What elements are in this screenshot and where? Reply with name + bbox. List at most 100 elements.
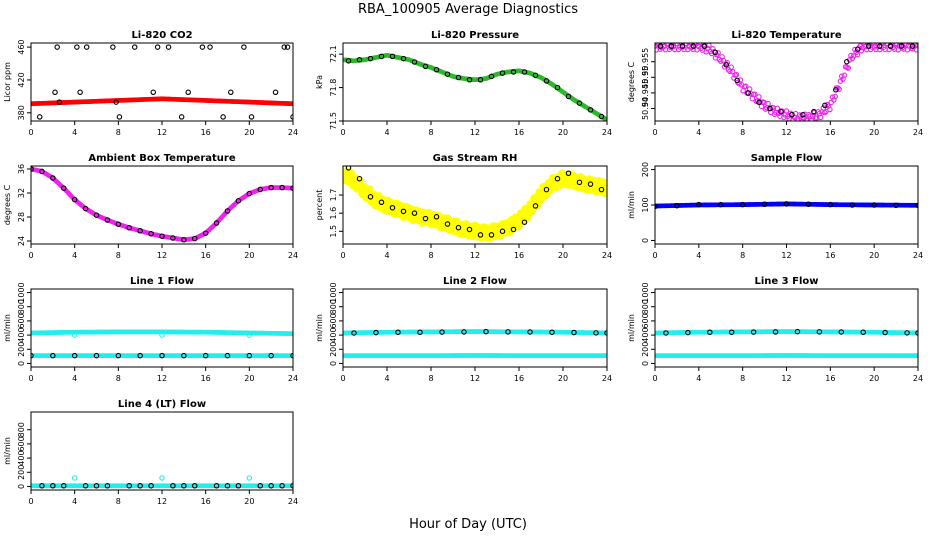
data-point — [604, 353, 607, 359]
x-tick-label: 24 — [288, 497, 298, 506]
x-tick-label: 0 — [652, 251, 657, 260]
series-cyan — [343, 353, 607, 359]
plot-area — [31, 475, 293, 489]
data-point — [400, 208, 407, 215]
data-point — [783, 108, 790, 114]
chart-title: Li-820 Pressure — [431, 30, 519, 41]
data-point — [811, 108, 817, 115]
x-tick-label: 8 — [116, 128, 121, 137]
series-red — [31, 96, 293, 107]
data-point — [909, 43, 916, 49]
series-black — [36, 44, 293, 120]
data-point — [455, 224, 462, 231]
data-point — [877, 46, 883, 53]
y-tick-label: 200 — [17, 342, 26, 357]
data-point — [833, 87, 839, 93]
data-point — [411, 210, 418, 216]
y-axis-label: kPa — [315, 75, 324, 89]
data-point — [56, 99, 63, 105]
data-point — [71, 196, 78, 203]
data-point — [228, 89, 234, 96]
plot-area — [343, 166, 607, 242]
x-tick-label: 24 — [288, 374, 298, 383]
chart-title: Line 4 (LT) Flow — [118, 399, 206, 410]
x-tick-label: 0 — [652, 374, 657, 383]
data-point — [60, 482, 67, 489]
x-tick-label: 8 — [428, 251, 433, 260]
chart-panel: Line 4 (LT) Flow ml/min 0 4 8 12 16 20 24 0 200400… — [3, 399, 298, 506]
data-point — [739, 201, 746, 208]
data-point — [505, 329, 511, 335]
data-point — [860, 329, 866, 336]
data-point — [290, 331, 293, 337]
data-point — [664, 43, 670, 47]
chart-panel: Line 3 Flow ml/min 0 4 8 12 16 20 24 0 20040060080… — [627, 276, 923, 383]
data-point — [444, 221, 451, 227]
y-tick-label: 1000 — [329, 282, 338, 302]
data-point — [710, 46, 716, 52]
data-point — [576, 179, 583, 186]
data-point — [417, 329, 423, 336]
x-tick-label: 0 — [28, 497, 33, 506]
data-point — [865, 43, 872, 49]
data-point — [565, 93, 572, 100]
x-tick-label: 20 — [558, 128, 568, 137]
data-point — [549, 329, 555, 336]
x-tick-label: 8 — [116, 497, 121, 506]
data-point — [845, 65, 852, 71]
y-tick-label: 800 — [329, 299, 338, 314]
data-point — [800, 112, 806, 118]
series-cyan — [31, 483, 293, 489]
data-point — [477, 77, 484, 83]
data-point — [170, 482, 176, 489]
data-point — [181, 482, 187, 489]
data-point — [159, 233, 165, 239]
y-tick-label: 0 — [329, 361, 338, 366]
data-point — [663, 330, 669, 336]
data-point — [756, 94, 762, 100]
data-point — [789, 112, 795, 118]
x-tick-label: 8 — [740, 374, 745, 383]
data-point — [246, 352, 253, 359]
data-point — [455, 74, 462, 81]
y-tick-label: 50.945 — [641, 79, 650, 107]
y-axis-label: degrees C — [627, 61, 636, 102]
data-point — [532, 203, 539, 209]
series-yellow — [343, 167, 607, 242]
data-point — [854, 51, 861, 58]
data-point — [532, 72, 539, 79]
data-point — [527, 329, 533, 335]
series-cyan — [343, 329, 607, 336]
data-point — [756, 99, 762, 106]
data-point — [50, 482, 56, 489]
plot-frame — [30, 411, 294, 491]
x-tick-label: 4 — [72, 128, 77, 137]
y-tick-label: 400 — [329, 327, 338, 342]
data-point — [192, 482, 198, 489]
chart-panel: Line 1 Flow ml/min 0 4 8 12 16 20 24 0 20040060080… — [3, 276, 298, 383]
x-tick-label: 20 — [244, 251, 254, 260]
x-tick-label: 4 — [72, 497, 77, 506]
data-point — [841, 72, 848, 79]
series-green — [343, 52, 607, 121]
plot-area — [31, 44, 293, 120]
data-point — [765, 100, 771, 107]
data-point — [829, 94, 836, 100]
chart-title: Li-820 Temperature — [731, 30, 841, 41]
data-point — [224, 352, 231, 359]
y-axis-label: degrees C — [3, 184, 12, 225]
plot-area — [655, 328, 918, 359]
data-point — [893, 202, 899, 209]
x-tick-label: 24 — [913, 128, 923, 137]
x-tick-label: 8 — [428, 374, 433, 383]
data-point — [750, 329, 757, 335]
data-point — [235, 482, 242, 489]
chart-title: Gas Stream RH — [433, 153, 518, 164]
x-tick-label: 4 — [696, 374, 701, 383]
y-tick-label: 600 — [641, 313, 650, 328]
x-tick-label: 0 — [340, 128, 345, 137]
x-tick-label: 16 — [825, 128, 835, 137]
data-point — [767, 105, 773, 112]
plot-area — [31, 166, 293, 243]
chart-panel: Ambient Box Temperature degrees C 0 4 8 12 16 2… — [3, 153, 298, 260]
